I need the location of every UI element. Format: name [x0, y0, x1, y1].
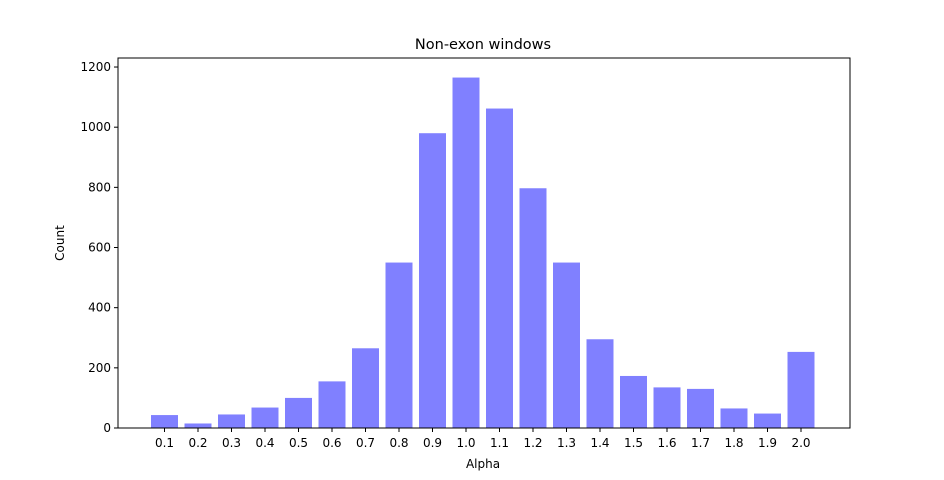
y-tick-label-200: 200 — [88, 361, 111, 375]
bar-0.5 — [285, 397, 312, 428]
bar-0.8 — [385, 262, 413, 428]
x-tick-label-1.5: 1.5 — [624, 436, 643, 450]
y-tick-label-800: 800 — [88, 180, 111, 194]
x-tick-label-0.4: 0.4 — [255, 436, 274, 450]
x-axis: 0.1 0.2 0.3 0.4 0.5 0.6 0.7 0.8 0.9 1.0 1.1 1.2 1.3 1… — [155, 428, 811, 450]
bar-1.7 — [687, 388, 714, 428]
x-tick-label-0.8: 0.8 — [389, 436, 408, 450]
x-tick-label-0.3: 0.3 — [222, 436, 241, 450]
x-tick-label-1.7: 1.7 — [691, 436, 710, 450]
bar-1.2 — [519, 188, 547, 428]
x-tick-label-0.2: 0.2 — [188, 436, 207, 450]
x-tick-label-0.7: 0.7 — [356, 436, 375, 450]
bar-1.3 — [553, 262, 580, 428]
bar-2.0 — [787, 351, 815, 428]
y-tick-label-400: 400 — [88, 301, 111, 315]
y-tick-label-1200: 1200 — [80, 60, 111, 74]
y-axis: 0 200 400 600 800 1000 1200 — [80, 60, 118, 435]
y-tick-label-1000: 1000 — [80, 120, 111, 134]
x-tick-label-1.0: 1.0 — [456, 436, 475, 450]
x-tick-label-1.2: 1.2 — [523, 436, 542, 450]
x-tick-label-0.6: 0.6 — [322, 436, 341, 450]
plot-frame — [117, 57, 851, 429]
x-tick-label-1.8: 1.8 — [724, 436, 743, 450]
bar-1.9 — [754, 413, 781, 428]
bar-0.2 — [184, 423, 212, 428]
x-tick-label-1.6: 1.6 — [657, 436, 676, 450]
bar-1.5 — [620, 375, 647, 428]
x-tick-label-0.1: 0.1 — [155, 436, 174, 450]
x-tick-label-2.0: 2.0 — [791, 436, 810, 450]
y-tick-label-0: 0 — [103, 421, 111, 435]
x-tick-label-0.5: 0.5 — [289, 436, 308, 450]
chart-title: Non-exon windows — [415, 37, 551, 53]
x-axis-title: Alpha — [466, 457, 500, 471]
x-tick-label-1.4: 1.4 — [590, 436, 609, 450]
x-tick-label-1.1: 1.1 — [490, 436, 509, 450]
x-tick-label-0.9: 0.9 — [423, 436, 442, 450]
bar-0.7 — [352, 348, 379, 428]
y-tick-label-600: 600 — [88, 241, 111, 255]
x-tick-label-1.3: 1.3 — [557, 436, 576, 450]
bar-1.6 — [653, 387, 681, 428]
bar-0.3 — [218, 414, 245, 428]
bar-1.8 — [720, 408, 748, 428]
x-tick-label-1.9: 1.9 — [758, 436, 777, 450]
bar-1.4 — [586, 339, 614, 428]
bar-0.1 — [151, 415, 178, 428]
bar-1.0 — [452, 77, 480, 428]
bars-group — [151, 77, 815, 428]
y-axis-title: Count — [53, 225, 67, 261]
bar-1.1 — [486, 108, 513, 428]
bar-0.6 — [318, 381, 346, 428]
bar-0.4 — [251, 407, 279, 428]
bar-0.9 — [419, 133, 446, 428]
